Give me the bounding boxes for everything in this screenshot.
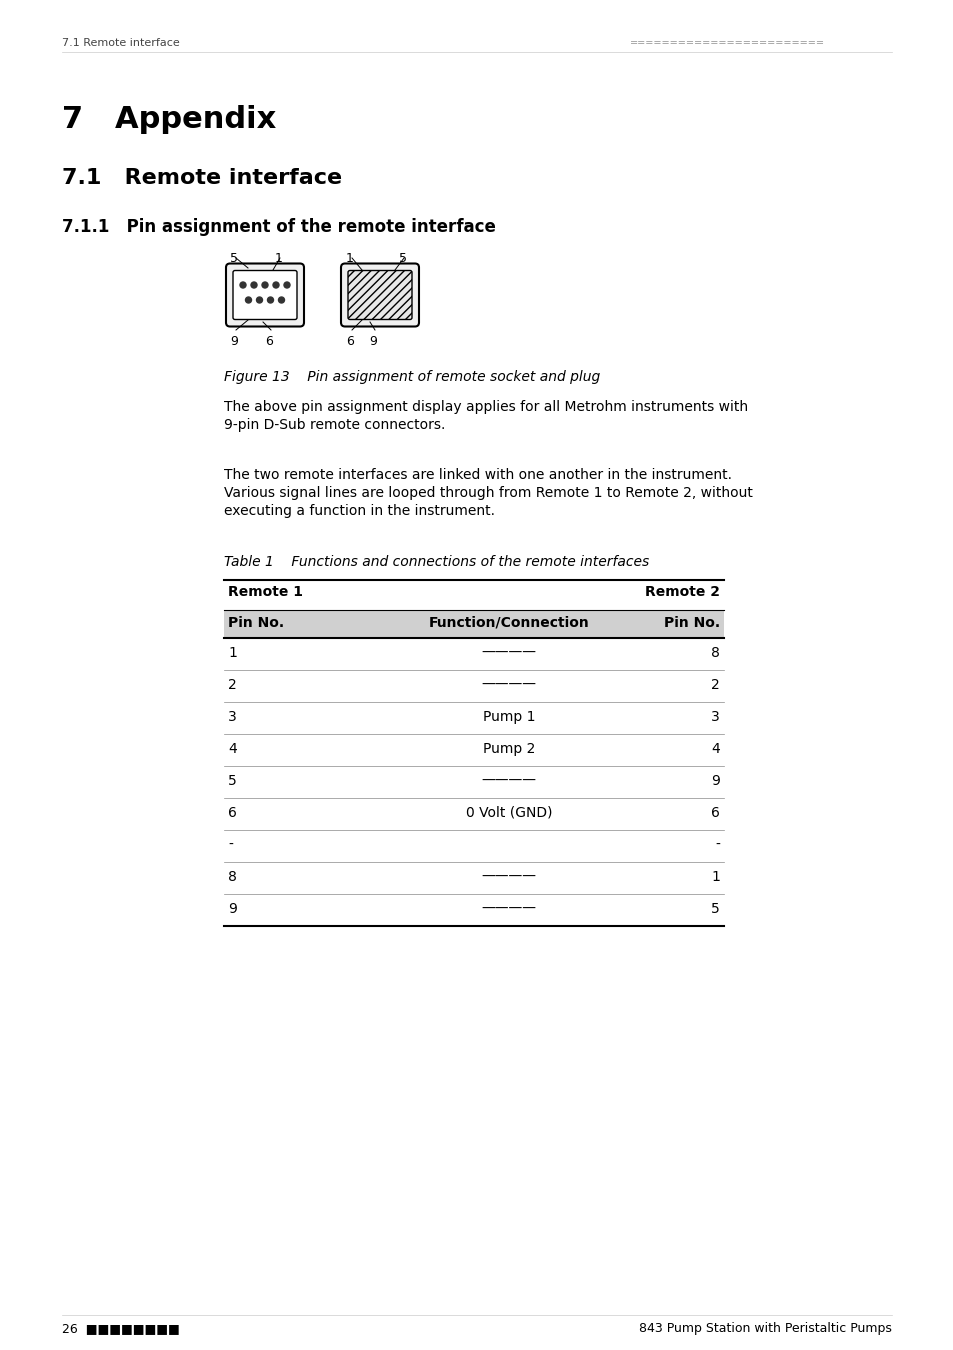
Text: 4: 4 xyxy=(711,743,720,756)
Circle shape xyxy=(256,297,262,302)
Circle shape xyxy=(284,282,290,288)
Text: 6: 6 xyxy=(228,806,236,819)
Circle shape xyxy=(240,282,246,288)
Text: 9: 9 xyxy=(710,774,720,788)
Text: 26  ■■■■■■■■: 26 ■■■■■■■■ xyxy=(62,1322,179,1335)
Text: 7.1.1   Pin assignment of the remote interface: 7.1.1 Pin assignment of the remote inter… xyxy=(62,217,496,236)
Text: 9: 9 xyxy=(228,902,236,917)
Text: Remote 1: Remote 1 xyxy=(228,585,303,599)
Text: 1: 1 xyxy=(710,869,720,884)
Text: executing a function in the instrument.: executing a function in the instrument. xyxy=(224,504,495,518)
Text: ————: ———— xyxy=(481,774,536,788)
Text: ————: ———— xyxy=(481,869,536,884)
FancyBboxPatch shape xyxy=(340,263,418,327)
Text: 0 Volt (GND): 0 Volt (GND) xyxy=(465,806,552,819)
Text: Function/Connection: Function/Connection xyxy=(428,616,589,630)
Text: 9-pin D-Sub remote connectors.: 9-pin D-Sub remote connectors. xyxy=(224,418,445,432)
FancyBboxPatch shape xyxy=(348,270,412,320)
Text: The two remote interfaces are linked with one another in the instrument.: The two remote interfaces are linked wit… xyxy=(224,468,731,482)
Text: 7.1 Remote interface: 7.1 Remote interface xyxy=(62,38,179,49)
FancyBboxPatch shape xyxy=(224,610,723,639)
Text: ————: ———— xyxy=(481,647,536,660)
Text: Remote 2: Remote 2 xyxy=(644,585,720,599)
Text: 3: 3 xyxy=(711,710,720,724)
Text: 3: 3 xyxy=(228,710,236,724)
Text: -: - xyxy=(228,838,233,852)
Text: 8: 8 xyxy=(710,647,720,660)
Text: 5: 5 xyxy=(230,252,237,265)
Text: The above pin assignment display applies for all Metrohm instruments with: The above pin assignment display applies… xyxy=(224,400,747,414)
Text: 843 Pump Station with Peristaltic Pumps: 843 Pump Station with Peristaltic Pumps xyxy=(639,1322,891,1335)
Text: 5: 5 xyxy=(711,902,720,917)
Text: ————: ———— xyxy=(481,678,536,693)
Text: 6: 6 xyxy=(710,806,720,819)
Text: Pin No.: Pin No. xyxy=(663,616,720,630)
Text: Figure 13    Pin assignment of remote socket and plug: Figure 13 Pin assignment of remote socke… xyxy=(224,370,599,383)
Text: 1: 1 xyxy=(228,647,236,660)
Circle shape xyxy=(273,282,278,288)
Text: -: - xyxy=(715,838,720,852)
Text: ————: ———— xyxy=(481,902,536,917)
Text: 6: 6 xyxy=(265,335,273,348)
Text: 9: 9 xyxy=(369,335,376,348)
Circle shape xyxy=(278,297,284,302)
Text: Various signal lines are looped through from Remote 1 to Remote 2, without: Various signal lines are looped through … xyxy=(224,486,752,500)
Text: 2: 2 xyxy=(711,678,720,693)
Circle shape xyxy=(251,282,256,288)
Text: 5: 5 xyxy=(228,774,236,788)
FancyBboxPatch shape xyxy=(226,263,304,327)
Text: 1: 1 xyxy=(274,252,283,265)
Text: 5: 5 xyxy=(398,252,407,265)
Text: 8: 8 xyxy=(228,869,236,884)
Circle shape xyxy=(245,297,252,302)
Text: Pump 1: Pump 1 xyxy=(482,710,535,724)
Text: Pin No.: Pin No. xyxy=(228,616,284,630)
Text: 9: 9 xyxy=(230,335,237,348)
Circle shape xyxy=(262,282,268,288)
FancyBboxPatch shape xyxy=(233,270,296,320)
Text: 7.1   Remote interface: 7.1 Remote interface xyxy=(62,167,342,188)
Text: ========================: ======================== xyxy=(629,38,824,49)
Text: Table 1    Functions and connections of the remote interfaces: Table 1 Functions and connections of the… xyxy=(224,555,649,568)
Text: 1: 1 xyxy=(346,252,354,265)
Text: 6: 6 xyxy=(346,335,354,348)
Text: 2: 2 xyxy=(228,678,236,693)
Text: Pump 2: Pump 2 xyxy=(482,743,535,756)
Text: 7   Appendix: 7 Appendix xyxy=(62,105,276,134)
Text: 4: 4 xyxy=(228,743,236,756)
Circle shape xyxy=(267,297,274,302)
